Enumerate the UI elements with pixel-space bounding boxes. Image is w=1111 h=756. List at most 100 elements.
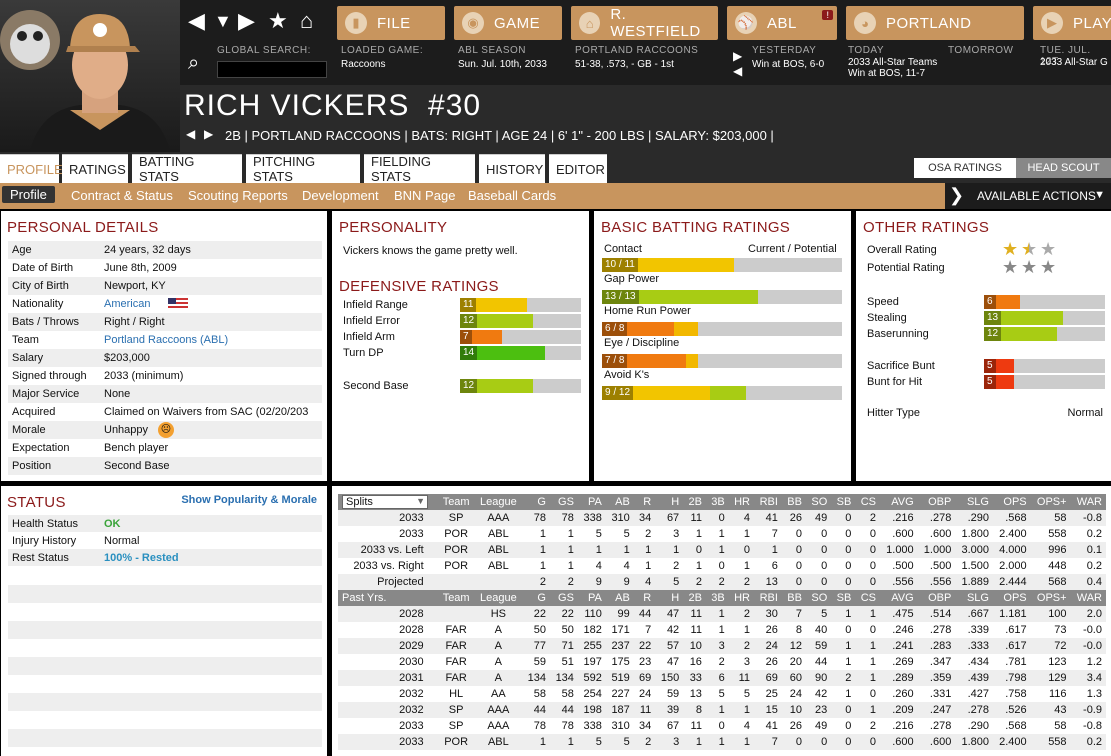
- team-menu-button[interactable]: ◕ PORTLAND: [846, 6, 1024, 40]
- prev-player-icon[interactable]: ◀: [186, 127, 196, 141]
- stats-col-header[interactable]: R: [633, 590, 656, 606]
- file-menu-button[interactable]: ▮ FILE: [337, 6, 445, 40]
- stats-col-header[interactable]: SLG: [955, 590, 993, 606]
- game-menu-button[interactable]: ◉ GAME: [454, 6, 562, 40]
- potential-rating-label: Potential Rating: [867, 262, 945, 274]
- stats-col-header[interactable]: H: [655, 590, 684, 606]
- stats-cell: 3: [705, 638, 729, 654]
- stats-cell: 9: [577, 574, 606, 590]
- yesterday-result[interactable]: Win at BOS, 6-0: [752, 59, 825, 70]
- stats-cell: FAR: [445, 624, 467, 636]
- stats-col-header[interactable]: RBI: [754, 590, 782, 606]
- stats-col-header[interactable]: PA: [577, 494, 606, 510]
- def-position-bar: 12: [460, 379, 581, 393]
- stats-col-header[interactable]: League: [474, 494, 523, 510]
- star-icon[interactable]: ★: [268, 8, 288, 33]
- stats-col-header[interactable]: OBP: [917, 590, 956, 606]
- stats-col-header[interactable]: League: [474, 590, 523, 606]
- stats-col-header[interactable]: H: [655, 494, 684, 510]
- stats-col-header[interactable]: OBP: [917, 494, 956, 510]
- subtab-scouting-reports[interactable]: Scouting Reports: [188, 188, 288, 203]
- tab-history[interactable]: HISTORY: [479, 154, 545, 183]
- stats-col-header[interactable]: AB: [605, 494, 634, 510]
- detail-value[interactable]: Portland Raccoons (ABL): [104, 334, 229, 346]
- show-popularity-morale-link[interactable]: Show Popularity & Morale: [181, 494, 317, 506]
- stats-col-header[interactable]: SB: [831, 494, 856, 510]
- league-menu-button[interactable]: ⚾ ABL !: [727, 6, 837, 40]
- stats-col-header[interactable]: R: [633, 494, 656, 510]
- stats-col-header[interactable]: G: [522, 494, 550, 510]
- stats-col-header[interactable]: PA: [577, 590, 606, 606]
- subtab-baseball-cards[interactable]: Baseball Cards: [468, 188, 557, 203]
- stats-col-header[interactable]: GS: [549, 590, 578, 606]
- yesterday-label: YESTERDAY: [752, 45, 817, 56]
- stats-col-header[interactable]: HR: [728, 494, 754, 510]
- def-infield-range-value: 11: [460, 298, 477, 312]
- stats-col-header[interactable]: 2B: [683, 494, 706, 510]
- stats-col-header[interactable]: CS: [855, 494, 881, 510]
- today-event[interactable]: 2033 All-Star Teams: [848, 57, 938, 68]
- stats-col-header[interactable]: WAR: [1070, 494, 1106, 510]
- tab-profile[interactable]: PROFILE: [0, 154, 63, 183]
- stats-col-header[interactable]: SO: [805, 590, 832, 606]
- subtab-contract-status[interactable]: Contract & Status: [71, 188, 173, 203]
- home-icon[interactable]: ⌂: [300, 8, 314, 33]
- stats-col-header[interactable]: OPS+: [1030, 494, 1071, 510]
- stats-col-header[interactable]: BB: [781, 494, 806, 510]
- today-result[interactable]: Win at BOS, 11-7: [848, 68, 926, 79]
- forward-arrow-icon[interactable]: ▶: [238, 8, 255, 33]
- stats-col-header[interactable]: RBI: [754, 494, 782, 510]
- stats-col-header[interactable]: SO: [805, 494, 832, 510]
- tab-batting-stats[interactable]: BATTING STATS: [132, 154, 242, 184]
- tab-editor[interactable]: EDITOR: [549, 154, 607, 183]
- stats-col-header[interactable]: OPS+: [1030, 590, 1071, 606]
- stats-row: 2028 FAR A 50 50 182 171 7 42 11 1 1 26 8 40 0 0.246.278…: [338, 622, 1106, 638]
- stats-col-header[interactable]: G: [522, 590, 550, 606]
- stats-col-header[interactable]: Team: [437, 494, 475, 510]
- dropdown-arrow-icon[interactable]: ▼: [214, 11, 232, 31]
- global-search-input[interactable]: [217, 61, 327, 78]
- stats-header-first[interactable]: Splits ▼: [338, 494, 438, 510]
- search-icon[interactable]: ⌕: [188, 52, 200, 74]
- stats-col-header[interactable]: 3B: [705, 494, 729, 510]
- subtab-bnn-page[interactable]: BNN Page: [394, 188, 456, 203]
- next-day-event[interactable]: 2033 All-Star G: [1040, 57, 1108, 68]
- stats-col-header[interactable]: SB: [831, 590, 856, 606]
- subtab-profile[interactable]: Profile: [2, 186, 55, 203]
- back-arrow-icon[interactable]: ◀: [188, 8, 205, 33]
- stats-col-header[interactable]: HR: [728, 590, 754, 606]
- stats-col-header[interactable]: SLG: [955, 494, 993, 510]
- osa-ratings-toggle[interactable]: OSA RATINGS: [914, 158, 1016, 178]
- stats-cell: 0: [781, 574, 806, 590]
- next-player-icon[interactable]: ▶: [204, 127, 214, 141]
- stats-col-header[interactable]: BB: [781, 590, 806, 606]
- stats-cell: .290: [967, 720, 989, 732]
- stats-col-header[interactable]: 2B: [683, 590, 706, 606]
- available-actions-button[interactable]: ❯ AVAILABLE ACTIONS ▼: [945, 183, 1111, 209]
- tab-fielding-stats[interactable]: FIELDING STATS: [364, 154, 475, 184]
- stats-col-header[interactable]: Team: [437, 590, 475, 606]
- stats-col-header[interactable]: AVG: [880, 590, 918, 606]
- head-scout-toggle[interactable]: HEAD SCOUT: [1016, 158, 1111, 178]
- stats-col-header[interactable]: AVG: [880, 494, 918, 510]
- tab-ratings[interactable]: RATINGS: [62, 154, 128, 183]
- stats-col-header[interactable]: 3B: [705, 590, 729, 606]
- tab-pitching-stats[interactable]: PITCHING STATS: [246, 154, 360, 184]
- next-arrow-icon[interactable]: ▶: [733, 49, 743, 63]
- splits-select[interactable]: Splits ▼: [342, 495, 428, 509]
- player-number: #30: [428, 89, 482, 122]
- chevron-down-icon: ▼: [416, 496, 425, 506]
- stats-col-header[interactable]: OPS: [992, 494, 1031, 510]
- stats-cell: .339: [967, 624, 989, 636]
- detail-value[interactable]: American: [104, 298, 151, 310]
- stats-col-header[interactable]: AB: [605, 590, 634, 606]
- stats-col-header[interactable]: GS: [549, 494, 578, 510]
- play-menu-button[interactable]: ▶ PLAY: [1033, 6, 1111, 40]
- stats-col-header[interactable]: CS: [855, 590, 881, 606]
- stats-col-header[interactable]: OPS: [992, 590, 1031, 606]
- manager-menu-button[interactable]: ⌂ R. WESTFIELD: [571, 6, 718, 40]
- prev-arrow-icon[interactable]: ◀: [733, 64, 743, 78]
- stats-col-header[interactable]: WAR: [1070, 590, 1106, 606]
- subtab-development[interactable]: Development: [302, 188, 379, 203]
- stats-header-first[interactable]: Past Yrs.: [338, 590, 438, 606]
